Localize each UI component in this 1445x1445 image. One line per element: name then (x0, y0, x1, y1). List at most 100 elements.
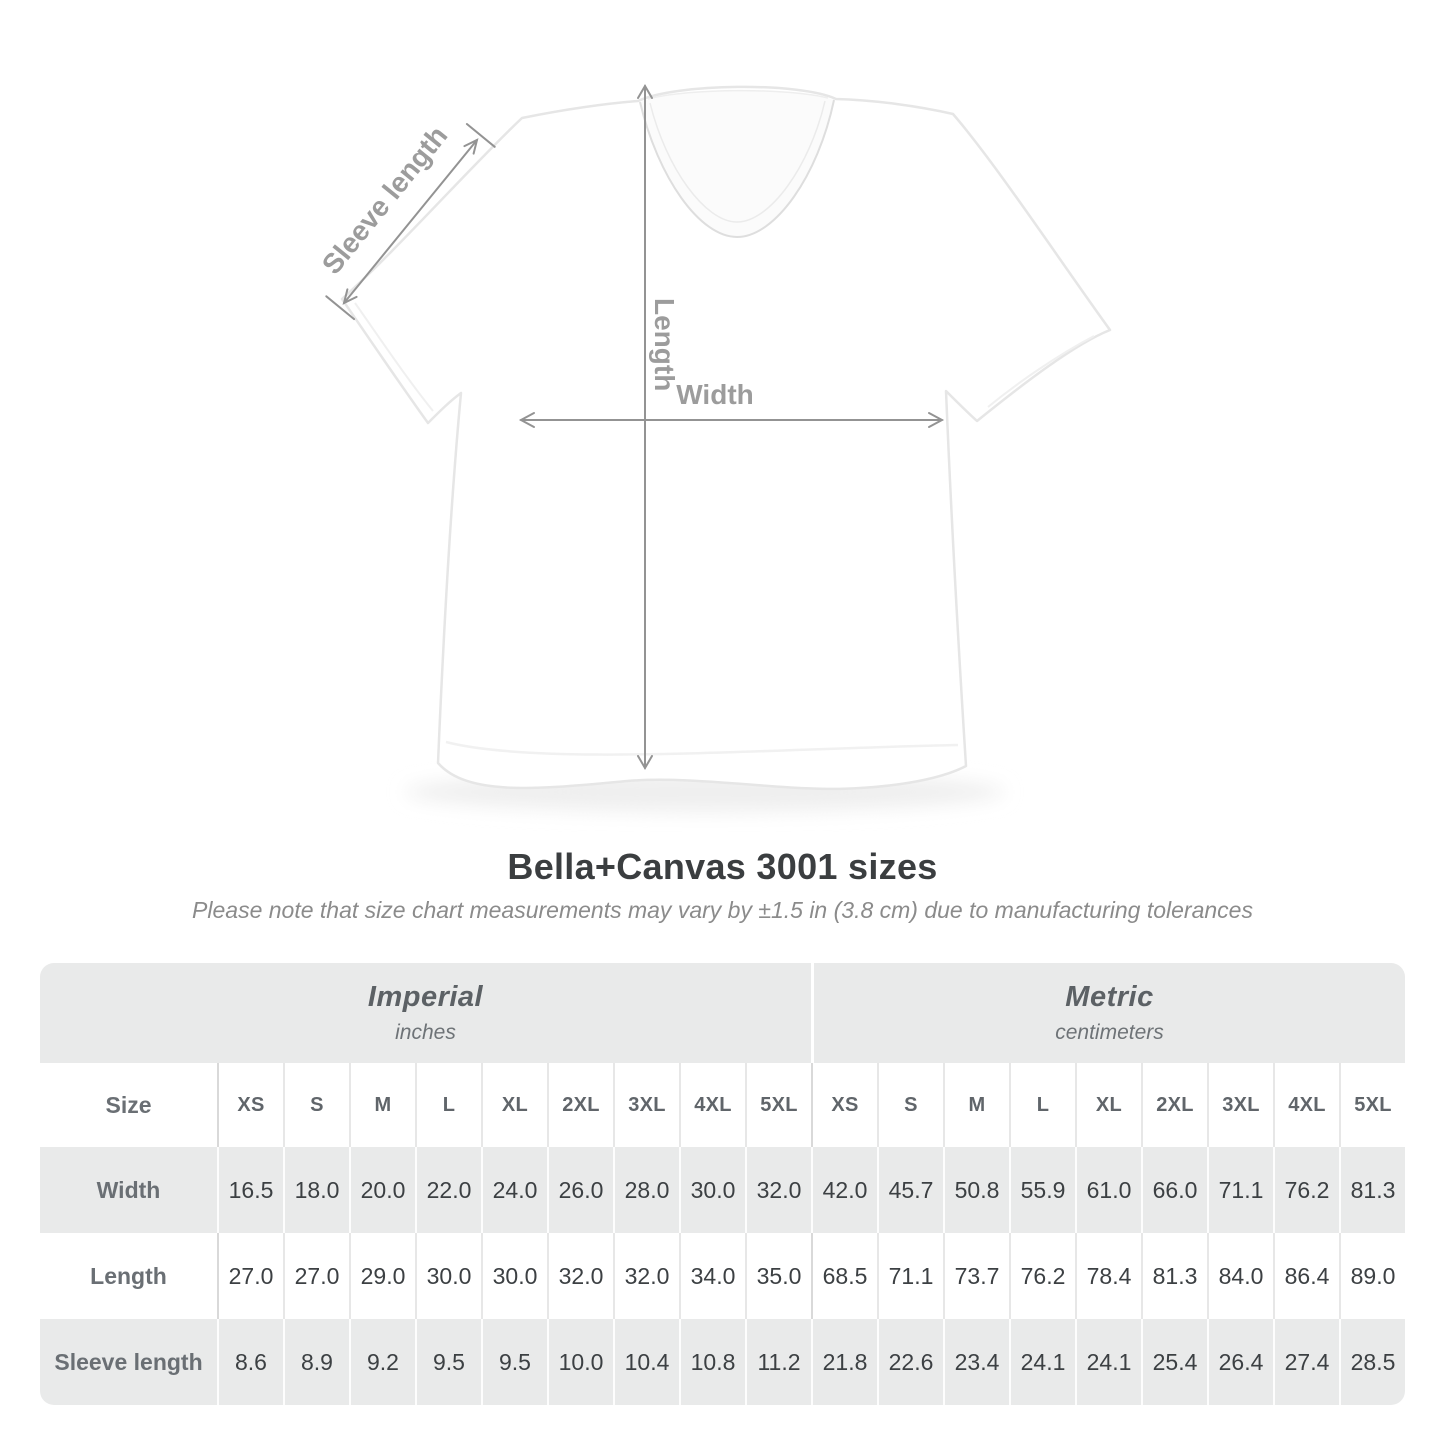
size-col: XL (481, 1063, 547, 1147)
width-value: 66.0 (1141, 1147, 1207, 1233)
width-arrow (518, 412, 945, 428)
size-col: XS (217, 1063, 283, 1147)
width-value: 50.8 (943, 1147, 1009, 1233)
sleeve-value: 9.5 (481, 1319, 547, 1405)
size-col: XL (1075, 1063, 1141, 1147)
width-value: 45.7 (877, 1147, 943, 1233)
length-arrow (637, 84, 653, 770)
sleeve-length-row: Sleeve length 8.6 8.9 9.2 9.5 9.5 10.0 1… (40, 1319, 1405, 1405)
length-value: 81.3 (1141, 1233, 1207, 1319)
size-table: Imperial inches Metric centimeters Size … (40, 963, 1405, 1405)
tshirt-body (340, 85, 1112, 791)
sleeve-value: 27.4 (1273, 1319, 1339, 1405)
length-value: 68.5 (811, 1233, 877, 1319)
length-value: 27.0 (217, 1233, 283, 1319)
size-col: 5XL (745, 1063, 811, 1147)
right-cuff-stitch (987, 335, 1095, 408)
width-value: 26.0 (547, 1147, 613, 1233)
sleeve-length-arrow (325, 123, 496, 321)
length-value: 89.0 (1339, 1233, 1405, 1319)
width-row: Width 16.5 18.0 20.0 22.0 24.0 26.0 28.0… (40, 1147, 1405, 1233)
sleeve-value: 26.4 (1207, 1319, 1273, 1405)
length-value: 84.0 (1207, 1233, 1273, 1319)
length-value: 71.1 (877, 1233, 943, 1319)
size-col: 3XL (1207, 1063, 1273, 1147)
width-value: 71.1 (1207, 1147, 1273, 1233)
size-col: L (1009, 1063, 1075, 1147)
sleeve-value: 11.2 (745, 1319, 811, 1405)
imperial-header: Imperial inches (40, 963, 811, 1063)
metric-label: Metric (1065, 981, 1154, 1013)
sleeve-value: 28.5 (1339, 1319, 1405, 1405)
length-label: Length (649, 298, 680, 391)
sleeve-value: 21.8 (811, 1319, 877, 1405)
tshirt-illustration: Sleeve length Length Width (316, 84, 1112, 812)
size-header-row: Size XS S M L XL 2XL 3XL 4XL 5XL XS S M … (40, 1063, 1405, 1147)
length-value: 32.0 (613, 1233, 679, 1319)
length-row-label: Length (90, 1262, 167, 1289)
size-col: XS (811, 1063, 877, 1147)
sleeve-value: 9.5 (415, 1319, 481, 1405)
length-value: 35.0 (745, 1233, 811, 1319)
sleeve-value: 9.2 (349, 1319, 415, 1405)
length-value: 76.2 (1009, 1233, 1075, 1319)
width-value: 61.0 (1075, 1147, 1141, 1233)
sleeve-value: 8.6 (217, 1319, 283, 1405)
width-value: 81.3 (1339, 1147, 1405, 1233)
size-col: 2XL (547, 1063, 613, 1147)
size-col: 5XL (1339, 1063, 1405, 1147)
size-col: M (943, 1063, 1009, 1147)
hem-stitch (445, 740, 959, 756)
size-col: 3XL (613, 1063, 679, 1147)
size-col: S (877, 1063, 943, 1147)
length-value: 30.0 (415, 1233, 481, 1319)
width-value: 30.0 (679, 1147, 745, 1233)
width-value: 55.9 (1009, 1147, 1075, 1233)
size-col: M (349, 1063, 415, 1147)
width-value: 76.2 (1273, 1147, 1339, 1233)
size-col: L (415, 1063, 481, 1147)
width-value: 24.0 (481, 1147, 547, 1233)
sleeve-value: 10.0 (547, 1319, 613, 1405)
collar-opening (640, 90, 834, 237)
length-value: 73.7 (943, 1233, 1009, 1319)
imperial-label: Imperial (367, 981, 484, 1013)
sleeve-value: 10.8 (679, 1319, 745, 1405)
length-value: 27.0 (283, 1233, 349, 1319)
size-col: 2XL (1141, 1063, 1207, 1147)
width-label: Width (676, 379, 754, 410)
page-title: Bella+Canvas 3001 sizes (507, 846, 938, 887)
collar-inner-band (649, 100, 826, 223)
width-value: 28.0 (613, 1147, 679, 1233)
tshirt-measurement-diagram: Sleeve length Length Width (316, 84, 1112, 812)
imperial-unit: inches (395, 1021, 456, 1044)
sleeve-row-label: Sleeve length (54, 1348, 203, 1375)
length-value: 86.4 (1273, 1233, 1339, 1319)
length-value: 78.4 (1075, 1233, 1141, 1319)
length-value: 29.0 (349, 1233, 415, 1319)
size-col: 4XL (1273, 1063, 1339, 1147)
sleeve-value: 24.1 (1075, 1319, 1141, 1405)
left-cuff-stitch (354, 302, 434, 412)
sleeve-value: 23.4 (943, 1319, 1009, 1405)
sleeve-value: 25.4 (1141, 1319, 1207, 1405)
unit-header-row: Imperial inches Metric centimeters (40, 963, 1405, 1063)
width-value: 22.0 (415, 1147, 481, 1233)
width-row-label: Width (96, 1176, 161, 1203)
size-row-label: Size (105, 1091, 152, 1118)
metric-header: Metric centimeters (811, 963, 1405, 1063)
width-value: 42.0 (811, 1147, 877, 1233)
sleeve-value: 24.1 (1009, 1319, 1075, 1405)
collar-back-line (647, 89, 829, 100)
size-col: S (283, 1063, 349, 1147)
sleeve-value: 10.4 (613, 1319, 679, 1405)
width-value: 20.0 (349, 1147, 415, 1233)
width-value: 32.0 (745, 1147, 811, 1233)
length-value: 34.0 (679, 1233, 745, 1319)
length-value: 30.0 (481, 1233, 547, 1319)
sleeve-value: 8.9 (283, 1319, 349, 1405)
collar-front-seam (639, 99, 835, 239)
length-row: Length 27.0 27.0 29.0 30.0 30.0 32.0 32.… (40, 1233, 1405, 1319)
sleeve-value: 22.6 (877, 1319, 943, 1405)
width-value: 18.0 (283, 1147, 349, 1233)
